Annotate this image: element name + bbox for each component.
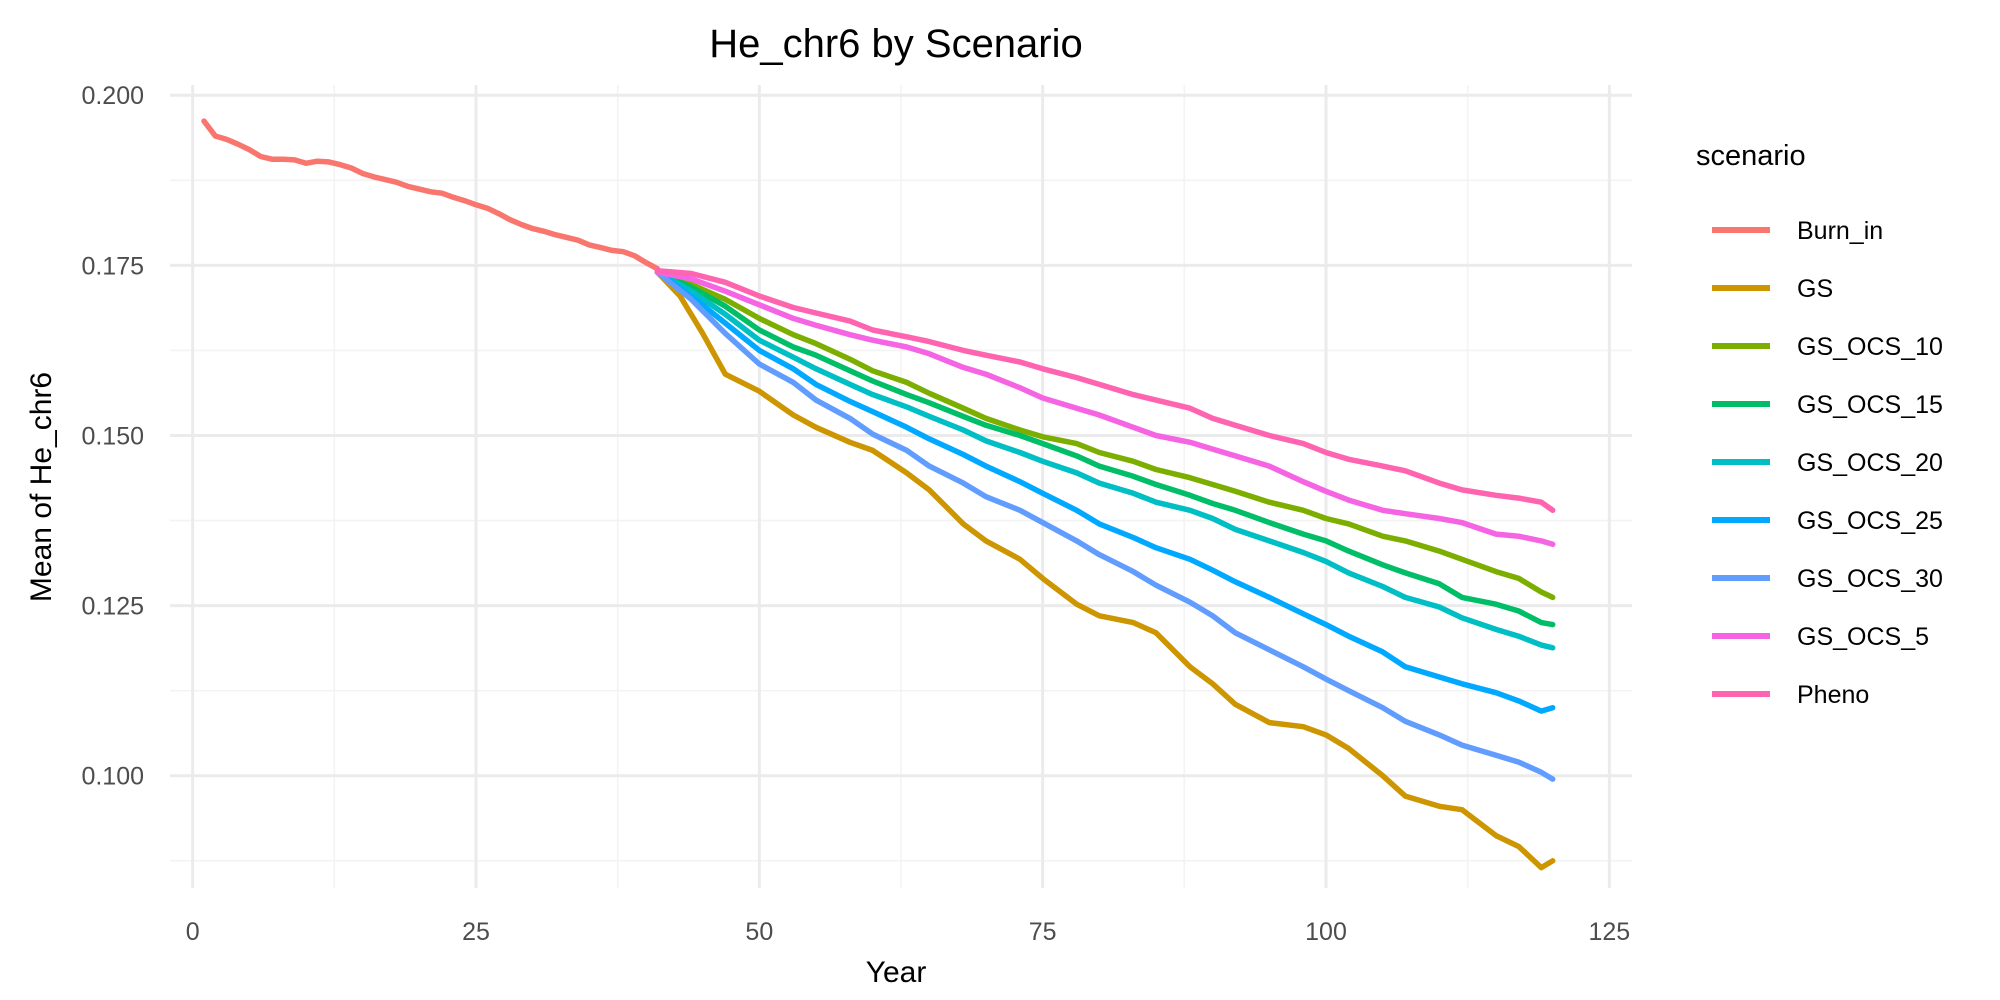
legend: scenario Burn_in GS GS_OCS_10 GS_OCS_15 GS_O… [1696, 140, 1943, 709]
legend-label: GS_OCS_15 [1797, 391, 1943, 419]
series-line-gs-ocs-30 [654, 269, 1556, 782]
legend-label: GS_OCS_30 [1797, 565, 1943, 593]
y-axis-ticks: 0.100 0.125 0.150 0.175 0.200 [81, 82, 144, 791]
series-line-gs-ocs-25 [654, 269, 1556, 714]
series-line-gs-ocs-20 [654, 269, 1556, 651]
x-tick-label: 125 [1588, 918, 1630, 946]
y-tick-label: 0.100 [81, 763, 144, 791]
series-line-gs-ocs-10 [654, 269, 1556, 601]
legend-label: GS_OCS_10 [1797, 333, 1943, 361]
y-tick-label: 0.200 [81, 82, 144, 110]
y-tick-label: 0.150 [81, 422, 144, 450]
x-axis-ticks: 0 25 50 75 100 125 [186, 918, 1630, 946]
legend-label: Pheno [1797, 681, 1869, 709]
series-line-gs-ocs-15 [654, 269, 1556, 628]
legend-label: GS_OCS_20 [1797, 449, 1943, 477]
y-tick-label: 0.125 [81, 593, 144, 621]
x-tick-label: 50 [745, 918, 773, 946]
series-group [201, 118, 1556, 871]
legend-title: scenario [1696, 140, 1806, 172]
x-tick-label: 25 [462, 918, 490, 946]
x-tick-label: 75 [1029, 918, 1057, 946]
legend-label: Burn_in [1797, 217, 1883, 245]
series-line-gs [654, 269, 1556, 871]
x-tick-label: 0 [186, 918, 200, 946]
series-line-pheno [654, 268, 1556, 514]
legend-label: GS [1797, 275, 1833, 303]
legend-label: GS_OCS_5 [1797, 623, 1929, 651]
x-tick-label: 100 [1305, 918, 1347, 946]
chart-title: He_chr6 by Scenario [709, 22, 1083, 66]
grid [170, 85, 1632, 888]
legend-label: GS_OCS_25 [1797, 507, 1943, 535]
x-axis-title: Year [866, 956, 927, 989]
series-line-burn-in [201, 118, 661, 272]
legend-items: Burn_in GS GS_OCS_10 GS_OCS_15 GS_OCS_20 GS_O… [1712, 217, 1943, 709]
y-axis-title: Mean of He_chr6 [25, 372, 58, 602]
y-tick-label: 0.175 [81, 252, 144, 280]
series-line-gs-ocs-5 [654, 269, 1556, 548]
